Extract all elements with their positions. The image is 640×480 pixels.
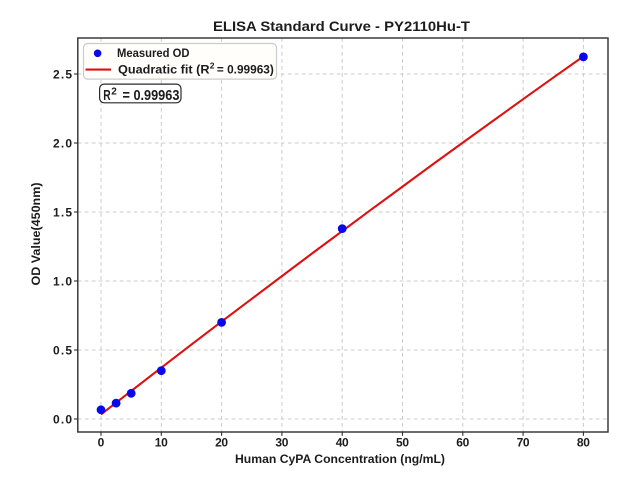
svg-text:R: R: [103, 88, 111, 104]
svg-text:10: 10: [155, 436, 168, 450]
svg-text:60: 60: [456, 436, 469, 450]
svg-text:80: 80: [577, 436, 590, 450]
svg-text:30: 30: [275, 436, 288, 450]
svg-text:ELISA Standard Curve - PY2110H: ELISA Standard Curve - PY2110Hu-T: [213, 18, 470, 34]
svg-text:70: 70: [517, 436, 530, 450]
svg-text:2: 2: [111, 87, 117, 98]
svg-text:= 0.99963): = 0.99963): [217, 63, 274, 77]
svg-text:40: 40: [336, 436, 349, 450]
svg-text:Measured OD: Measured OD: [117, 46, 190, 60]
svg-text:OD Value(450nm): OD Value(450nm): [29, 182, 43, 285]
svg-text:Quadratic fit (R: Quadratic fit (R: [118, 63, 210, 77]
svg-text:Human CyPA Concentration (ng/m: Human CyPA Concentration (ng/mL): [235, 452, 445, 466]
svg-text:50: 50: [396, 436, 409, 450]
svg-text:0.5: 0.5: [53, 344, 72, 358]
svg-text:0: 0: [98, 436, 105, 450]
svg-text:20: 20: [215, 436, 228, 450]
svg-text:1.0: 1.0: [53, 275, 72, 289]
svg-text:0.0: 0.0: [53, 413, 72, 427]
svg-text:1.5: 1.5: [53, 206, 72, 220]
svg-text:2: 2: [210, 61, 215, 71]
svg-text:= 0.99963: = 0.99963: [123, 88, 180, 104]
svg-text:2.5: 2.5: [53, 68, 72, 82]
svg-text:2.0: 2.0: [53, 137, 72, 151]
